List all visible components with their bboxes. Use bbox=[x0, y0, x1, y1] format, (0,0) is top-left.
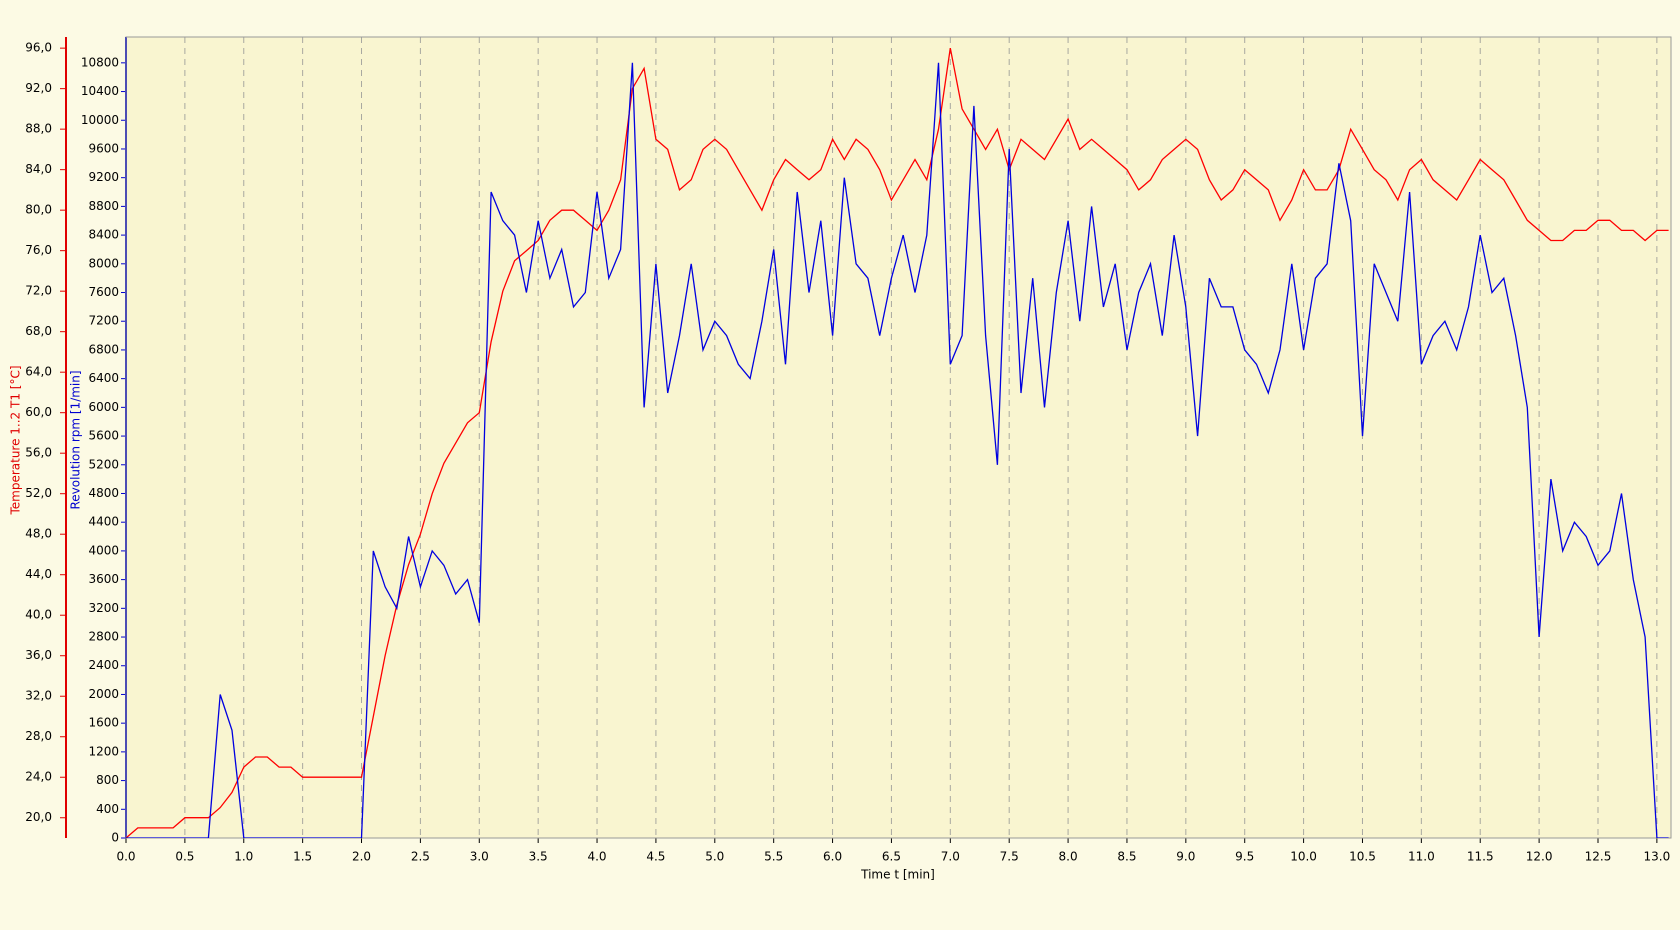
y2-tick-label: 7600 bbox=[88, 285, 119, 299]
y-tick-label: 64,0 bbox=[25, 365, 52, 379]
x-axis-label: Time t [min] bbox=[860, 868, 935, 882]
series-line bbox=[126, 62, 1669, 838]
y2-tick-label: 2400 bbox=[88, 658, 119, 672]
x-tick-label: 4.0 bbox=[587, 850, 606, 864]
x-tick-label: 12.5 bbox=[1585, 850, 1612, 864]
y-tick-label: 36,0 bbox=[25, 648, 52, 662]
x-tick-label: 11.0 bbox=[1408, 850, 1435, 864]
y2-tick-label: 10800 bbox=[81, 55, 119, 69]
y-tick-label: 52,0 bbox=[25, 486, 52, 500]
y2-tick-label: 6000 bbox=[88, 400, 119, 414]
x-tick-label: 0.5 bbox=[175, 850, 194, 864]
y-tick-label: 80,0 bbox=[25, 203, 52, 217]
x-tick-label: 9.0 bbox=[1176, 850, 1195, 864]
y2-tick-label: 800 bbox=[96, 773, 119, 787]
x-tick-label: 10.0 bbox=[1290, 850, 1317, 864]
y2-tick-label: 1200 bbox=[88, 744, 119, 758]
y-tick-label: 28,0 bbox=[25, 729, 52, 743]
plot-border bbox=[125, 36, 1672, 839]
y2-tick-label: 3200 bbox=[88, 601, 119, 615]
x-tick-label: 8.0 bbox=[1059, 850, 1078, 864]
x-tick-label: 12.0 bbox=[1526, 850, 1553, 864]
x-tick-label: 3.5 bbox=[529, 850, 548, 864]
x-tick-label: 1.0 bbox=[234, 850, 253, 864]
y2-tick-label: 400 bbox=[96, 802, 119, 816]
y2-tick-label: 4400 bbox=[88, 515, 119, 529]
y-tick-label: 48,0 bbox=[25, 527, 52, 541]
y-tick-label: 24,0 bbox=[25, 770, 52, 784]
y-tick-label: 96,0 bbox=[25, 41, 52, 55]
x-tick-label: 1.5 bbox=[293, 850, 312, 864]
x-tick-label: 2.5 bbox=[411, 850, 430, 864]
x-tick-label: 4.5 bbox=[646, 850, 665, 864]
y-tick-label: 40,0 bbox=[25, 608, 52, 622]
y2-axis-label: Revolution rpm [1/min] bbox=[69, 370, 83, 509]
y2-tick-label: 2800 bbox=[88, 630, 119, 644]
y-tick-label: 20,0 bbox=[25, 810, 52, 824]
y2-tick-label: 5200 bbox=[88, 457, 119, 471]
y2-tick-label: 6400 bbox=[88, 371, 119, 385]
y-tick-label: 72,0 bbox=[25, 284, 52, 298]
x-tick-label: 10.5 bbox=[1349, 850, 1376, 864]
x-tick-label: 8.5 bbox=[1117, 850, 1136, 864]
x-tick-label: 5.5 bbox=[764, 850, 783, 864]
x-tick-label: 3.0 bbox=[470, 850, 489, 864]
y-tick-label: 76,0 bbox=[25, 243, 52, 257]
y2-tick-label: 2000 bbox=[88, 687, 119, 701]
y-tick-label: 84,0 bbox=[25, 162, 52, 176]
y-tick-label: 32,0 bbox=[25, 689, 52, 703]
x-tick-label: 11.5 bbox=[1467, 850, 1494, 864]
y2-tick-label: 4000 bbox=[88, 543, 119, 557]
y2-tick-label: 10400 bbox=[81, 84, 119, 98]
y-tick-label: 88,0 bbox=[25, 122, 52, 136]
x-tick-label: 6.5 bbox=[882, 850, 901, 864]
y2-tick-label: 4800 bbox=[88, 486, 119, 500]
y-tick-label: 68,0 bbox=[25, 324, 52, 338]
y-axis-label: Temperature 1..2 T1 [°C] bbox=[9, 365, 23, 515]
y-tick-label: 92,0 bbox=[25, 81, 52, 95]
y2-tick-label: 0 bbox=[111, 831, 119, 845]
y2-tick-label: 9600 bbox=[88, 141, 119, 155]
plot-area bbox=[126, 37, 1671, 838]
y2-tick-label: 10000 bbox=[81, 113, 119, 127]
y2-tick-label: 5600 bbox=[88, 429, 119, 443]
x-tick-label: 7.5 bbox=[1000, 850, 1019, 864]
x-tick-label: 0.0 bbox=[116, 850, 135, 864]
x-tick-label: 7.0 bbox=[941, 850, 960, 864]
x-tick-label: 2.0 bbox=[352, 850, 371, 864]
y2-tick-label: 8400 bbox=[88, 228, 119, 242]
y2-tick-label: 8000 bbox=[88, 256, 119, 270]
x-tick-label: 5.0 bbox=[705, 850, 724, 864]
x-tick-label: 9.5 bbox=[1235, 850, 1254, 864]
series-line bbox=[126, 47, 1669, 838]
y2-tick-label: 8800 bbox=[88, 199, 119, 213]
y-tick-label: 44,0 bbox=[25, 567, 52, 581]
y2-tick-label: 6800 bbox=[88, 342, 119, 356]
y2-tick-label: 7200 bbox=[88, 314, 119, 328]
y2-tick-label: 3600 bbox=[88, 572, 119, 586]
y2-tick-label: 1600 bbox=[88, 716, 119, 730]
x-tick-label: 13.0 bbox=[1644, 850, 1671, 864]
y-tick-label: 56,0 bbox=[25, 446, 52, 460]
y2-tick-label: 9200 bbox=[88, 170, 119, 184]
x-tick-label: 6.0 bbox=[823, 850, 842, 864]
y-tick-label: 60,0 bbox=[25, 405, 52, 419]
